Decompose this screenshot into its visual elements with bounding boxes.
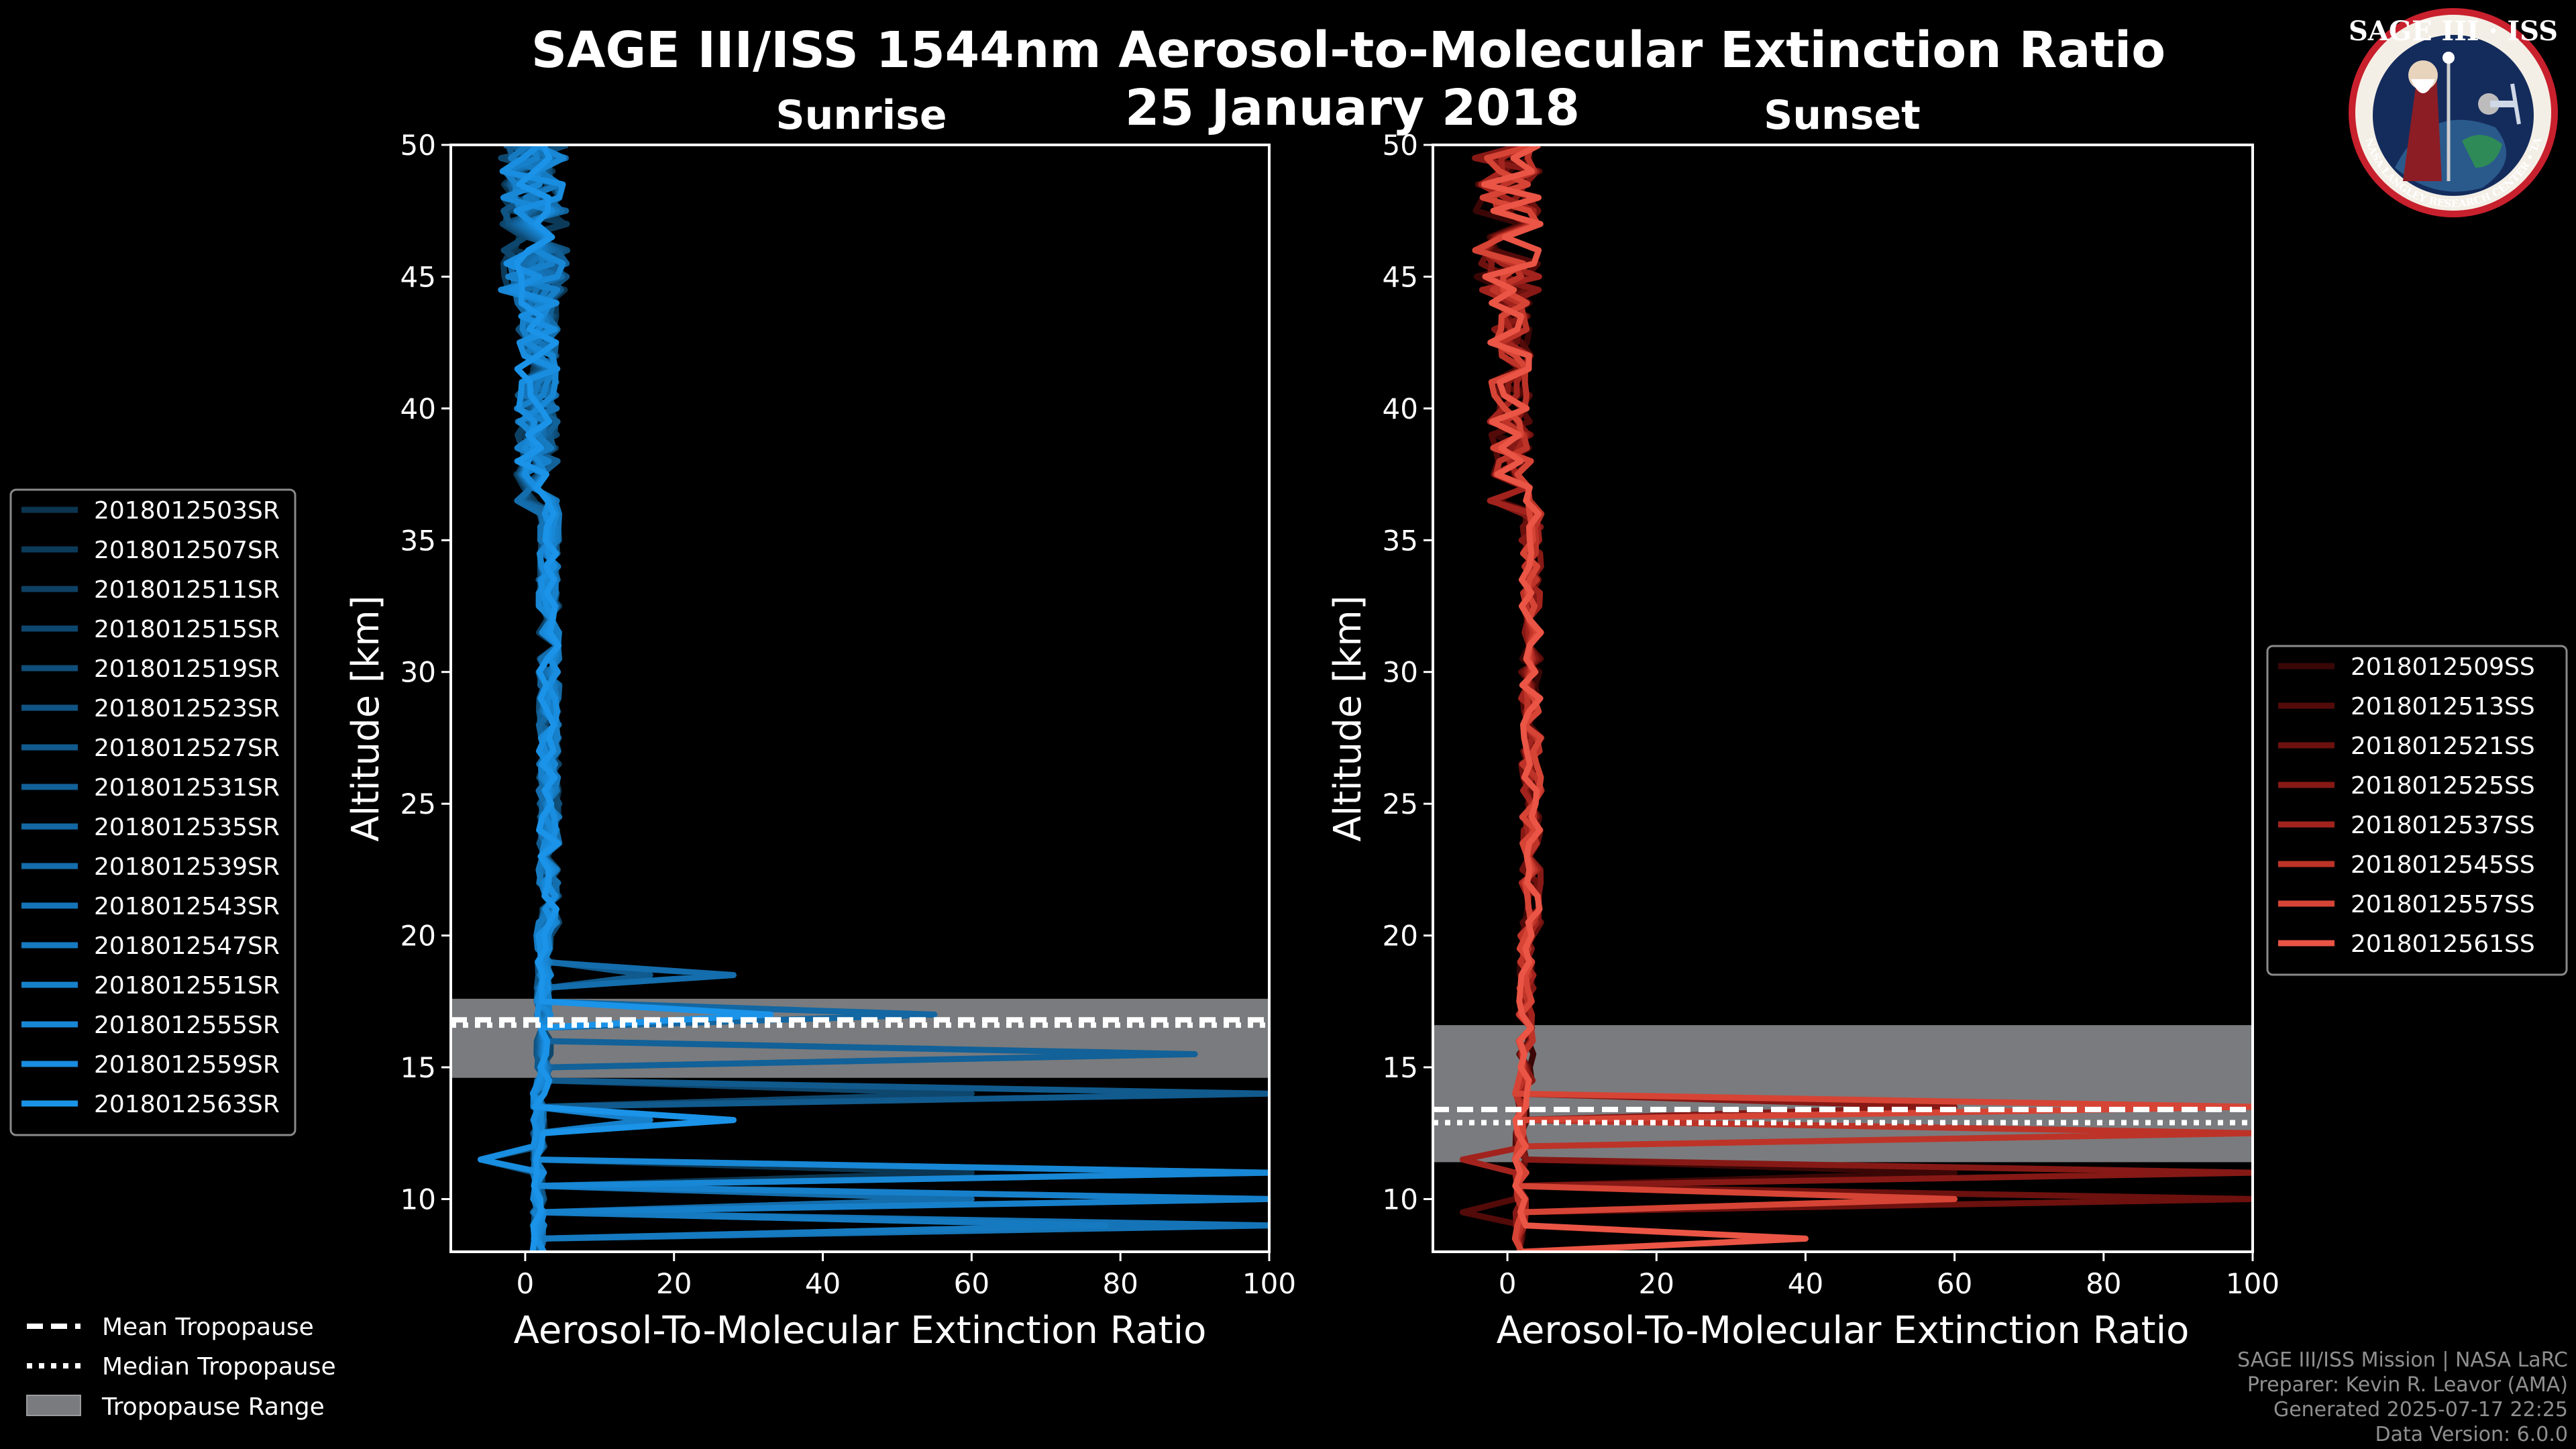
legend-label-2018012527SR: 2018012527SR [94, 735, 280, 762]
mean-tropopause-label: Mean Tropopause [102, 1313, 314, 1341]
profile-line-2018012561SS [1481, 145, 1809, 1252]
legend-label-2018012513SS: 2018012513SS [2351, 693, 2535, 720]
sunset-x-tick-label: 100 [2226, 1267, 2279, 1300]
sunrise-panel-title: Sunrise [775, 92, 947, 139]
sunrise-y-axis-label: Altitude [km] [344, 595, 388, 841]
sunset-x-tick-label: 80 [2086, 1267, 2121, 1300]
legend-label-2018012561SS: 2018012561SS [2351, 930, 2535, 958]
legend-label-2018012519SR: 2018012519SR [94, 655, 280, 683]
tropopause-range-swatch [26, 1395, 81, 1416]
sunset-y-tick-label: 25 [1383, 788, 1418, 820]
sunrise-panel: 0 20 40 60 80 100 10 15 20 25 30 35 40 45 50 Aerosol-To… [344, 129, 1296, 1352]
sunrise-y-tick-label: 15 [400, 1051, 436, 1084]
sunset-y-tick-label: 20 [1383, 920, 1418, 953]
sunrise-y-tick-label: 45 [400, 260, 436, 293]
legend-label-2018012545SS: 2018012545SS [2351, 851, 2535, 879]
legend-label-2018012539SR: 2018012539SR [94, 853, 280, 881]
legend-label-2018012543SR: 2018012543SR [94, 893, 280, 920]
sunset-legend: 2018012509SS 2018012513SS 2018012521SS 2018… [2266, 645, 2568, 976]
sunrise-plot-area [451, 145, 1269, 1252]
legend-label-2018012563SR: 2018012563SR [94, 1091, 280, 1118]
credit-preparer: Preparer: Kevin R. Leavor (AMA) [2247, 1373, 2568, 1397]
legend-label-2018012531SR: 2018012531SR [94, 774, 280, 802]
legend-label-2018012557SS: 2018012557SS [2351, 891, 2535, 918]
sunrise-y-tick-label: 25 [400, 788, 436, 820]
sunrise-x-tick-label: 40 [805, 1267, 841, 1300]
sunrise-y-tick-label: 30 [400, 656, 436, 689]
legend-label-2018012507SR: 2018012507SR [94, 537, 280, 564]
sunset-y-tick-label: 45 [1383, 260, 1418, 293]
sunrise-legend: 2018012503SR 2018012507SR 2018012511SR 2018… [9, 488, 297, 1136]
sunset-axes-frame [1432, 144, 2254, 1253]
legend-label-2018012547SR: 2018012547SR [94, 932, 280, 960]
sunset-panel-title: Sunset [1764, 92, 1921, 139]
sunrise-x-tick-label: 80 [1102, 1267, 1138, 1300]
legend-label-2018012503SR: 2018012503SR [94, 497, 280, 525]
sunrise-y-tick-label: 40 [400, 392, 436, 425]
legend-label-2018012551SR: 2018012551SR [94, 972, 280, 1000]
sunrise-axes-frame [449, 144, 1271, 1253]
sunset-y-tick-label: 10 [1383, 1183, 1418, 1216]
median-tropopause-label: Median Tropopause [102, 1353, 336, 1381]
credit-data-version: Data Version: 6.0.0 [2375, 1423, 2568, 1446]
sunrise-y-tick-label: 35 [400, 524, 436, 557]
legend-label-2018012509SS: 2018012509SS [2351, 653, 2535, 681]
sunset-panel: 0 20 40 60 80 100 10 15 20 25 30 35 40 45 50 Aerosol-To… [1326, 129, 2279, 1352]
sunrise-y-tick-label: 10 [400, 1183, 436, 1216]
legend-label-2018012555SR: 2018012555SR [94, 1012, 280, 1039]
sunset-y-tick-label: 40 [1383, 392, 1418, 425]
sunrise-y-tick-label: 50 [400, 129, 436, 162]
tropopause-legend: Mean Tropopause Median Tropopause Tropop… [26, 1313, 336, 1421]
legend-label-2018012521SS: 2018012521SS [2351, 733, 2535, 760]
sunset-x-tick-label: 60 [1937, 1267, 1972, 1300]
credit-mission: SAGE III/ISS Mission | NASA LaRC [2237, 1348, 2568, 1372]
sunrise-y-tick-label: 20 [400, 920, 436, 953]
credits: SAGE III/ISS Mission | NASA LaRC Prepare… [2237, 1348, 2568, 1446]
profile-line-2018012563SR [514, 145, 774, 1252]
legend-label-2018012537SS: 2018012537SS [2351, 812, 2535, 839]
sunrise-legend-frame [9, 488, 297, 1136]
sunset-plot-area [1433, 145, 2253, 1252]
sunset-y-tick-label: 35 [1383, 524, 1418, 557]
legend-label-2018012523SR: 2018012523SR [94, 695, 280, 722]
credit-generated: Generated 2025-07-17 22:25 [2273, 1398, 2568, 1421]
sunrise-x-tick-label: 0 [517, 1267, 535, 1300]
sunset-y-tick-label: 30 [1383, 656, 1418, 689]
legend-label-2018012515SR: 2018012515SR [94, 616, 280, 643]
sunrise-x-tick-label: 100 [1242, 1267, 1296, 1300]
legend-label-2018012511SR: 2018012511SR [94, 576, 280, 604]
sunrise-x-axis-label: Aerosol-To-Molecular Extinction Ratio [514, 1309, 1207, 1352]
tropopause-range-label: Tropopause Range [101, 1393, 325, 1421]
sunrise-x-tick-label: 60 [954, 1267, 989, 1300]
sunset-x-axis-label: Aerosol-To-Molecular Extinction Ratio [1497, 1309, 2190, 1352]
sunrise-x-tick-label: 20 [656, 1267, 692, 1300]
logo-title: SAGE III · ISS [2349, 15, 2558, 47]
sunset-y-tick-label: 15 [1383, 1051, 1418, 1084]
legend-label-2018012525SS: 2018012525SS [2351, 772, 2535, 800]
chart-title: SAGE III/ISS 1544nm Aerosol-to-Molecular… [531, 21, 2165, 79]
legend-label-2018012535SR: 2018012535SR [94, 814, 280, 841]
chart-subtitle: 25 January 2018 [1125, 79, 1580, 137]
sunset-x-tick-label: 40 [1788, 1267, 1823, 1300]
sunset-legend-frame [2266, 645, 2568, 976]
legend-label-2018012559SR: 2018012559SR [94, 1051, 280, 1079]
sunset-y-tick-label: 50 [1383, 129, 1418, 162]
sunset-x-tick-label: 20 [1639, 1267, 1674, 1300]
sunset-y-axis-label: Altitude [km] [1326, 595, 1370, 841]
sunset-x-tick-label: 0 [1499, 1267, 1517, 1300]
